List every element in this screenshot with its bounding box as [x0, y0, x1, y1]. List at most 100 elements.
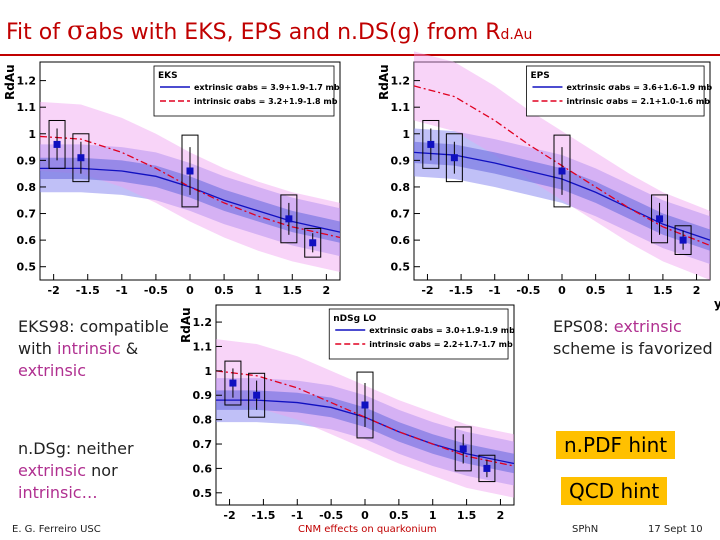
- title-rule: [0, 54, 720, 56]
- y-tick-label: 1.1: [391, 101, 411, 114]
- systematic-box: [48, 119, 66, 169]
- chart-panel-3: -2 -1.5 -1 -0.5 0 0.5 1 1.5 2 0.5 0.6 0.7 0.8 0.9 1 1.1…: [179, 304, 515, 522]
- legend-entry: intrinsic σabs = 3.2+1.9-1.8 mb: [194, 97, 338, 106]
- x-tick-label: 2: [323, 284, 331, 297]
- x-tick-label: 1.5: [283, 284, 303, 297]
- y-tick-label: 0.8: [17, 181, 37, 194]
- y-tick-label: 1: [28, 128, 36, 141]
- data-point: [450, 154, 458, 162]
- title-subscript: d.Au: [500, 27, 533, 43]
- systematic-box: [224, 360, 242, 406]
- y-tick-label: 1.1: [17, 101, 37, 114]
- y-tick-label: 0.6: [193, 462, 213, 475]
- legend-box: [153, 65, 335, 117]
- footer-date: 17 Sept 10: [648, 524, 703, 535]
- note-ndsg: n.DSg: neither extrinsic nor intrinsic…: [18, 438, 134, 504]
- x-tick-label: 1.5: [653, 284, 673, 297]
- systematic-box: [674, 225, 692, 255]
- data-point: [656, 215, 664, 223]
- note-eks98: EKS98: compatible with intrinsic & extri…: [18, 316, 169, 382]
- note-eks98-line2: with intrinsic &: [18, 338, 169, 360]
- x-tick-label: 1: [625, 284, 633, 297]
- y-axis-label: RdAu: [377, 64, 391, 100]
- x-tick-label: -0.5: [516, 284, 540, 297]
- y-tick-label: 0.7: [391, 208, 411, 221]
- x-tick-label: 0.5: [389, 509, 409, 522]
- title-rest: abs with EKS, EPS and n.DS(g) from R: [84, 20, 501, 45]
- legend-entry: extrinsic σabs = 3.0+1.9-1.9 mb: [369, 326, 515, 335]
- y-tick-label: 1.1: [193, 340, 213, 353]
- qcd-hint-badge: QCD hint: [561, 477, 668, 505]
- systematic-box: [478, 454, 496, 483]
- y-tick-label: 1: [204, 365, 212, 378]
- data-point: [229, 379, 237, 387]
- x-tick-label: 1: [429, 509, 437, 522]
- x-tick-label: -1: [291, 509, 303, 522]
- legend-entry: intrinsic σabs = 2.2+1.7-1.7 mb: [369, 340, 513, 349]
- y-tick-label: 0.5: [391, 261, 411, 274]
- note-eps08-line1: EPS08: extrinsic: [553, 316, 713, 338]
- systematic-box: [72, 133, 90, 183]
- systematic-box: [304, 227, 322, 258]
- y-tick-label: 0.5: [17, 261, 37, 274]
- x-tick-label: -0.5: [319, 509, 343, 522]
- data-point: [483, 464, 491, 472]
- legend-entry: extrinsic σabs = 3.6+1.6-1.9 mb: [566, 83, 712, 92]
- panel-label: nDSg LO: [333, 314, 376, 324]
- inner-band-extrinsic: [40, 157, 340, 243]
- x-tick-label: -1.5: [449, 284, 473, 297]
- x-tick-label: 0.5: [214, 284, 234, 297]
- note-eps08-line2: scheme is favorized: [553, 339, 713, 358]
- x-tick-label: 0.5: [586, 284, 606, 297]
- y-tick-label: 1.2: [17, 75, 37, 88]
- title-prefix: Fit of: [6, 20, 67, 45]
- data-point: [77, 154, 85, 162]
- x-tick-label: -1.5: [251, 509, 275, 522]
- systematic-box: [280, 194, 298, 244]
- systematic-box: [356, 371, 374, 439]
- y-tick-label: 0.8: [193, 414, 213, 427]
- y-axis-label: RdAu: [179, 307, 193, 343]
- panel-label: EKS: [158, 71, 178, 81]
- x-tick-label: 2: [497, 509, 505, 522]
- x-tick-label: 1: [254, 284, 262, 297]
- systematic-box: [248, 372, 266, 418]
- panel-label: EPS: [530, 71, 549, 81]
- note-ndsg-line2: extrinsic nor: [18, 460, 134, 482]
- data-point: [253, 391, 261, 399]
- data-point: [186, 167, 194, 175]
- y-tick-label: 0.6: [17, 234, 37, 247]
- note-ndsg-line1: n.DSg: neither: [18, 439, 134, 458]
- x-tick-label: -1: [116, 284, 128, 297]
- chart-panel-1: -2 -1.5 -1 -0.5 0 0.5 1 1.5 2 0.5 0.6 0.7 0.8 0.9 1 1.1…: [3, 61, 341, 297]
- footer-venue: SPhN: [572, 524, 599, 535]
- data-point: [309, 239, 317, 247]
- sigma-symbol: σ: [66, 16, 85, 46]
- note-ndsg-intrinsic: intrinsic…: [18, 483, 98, 502]
- y-tick-label: 0.5: [193, 487, 213, 500]
- data-point: [53, 140, 61, 148]
- y-tick-label: 1: [402, 128, 410, 141]
- x-tick-label: 0: [361, 509, 369, 522]
- data-point: [427, 140, 435, 148]
- data-point: [361, 401, 369, 409]
- x-tick-label: -2: [48, 284, 60, 297]
- y-tick-label: 0.7: [193, 438, 213, 451]
- y-tick-label: 0.9: [391, 154, 411, 167]
- x-tick-label: 2: [693, 284, 701, 297]
- note-eks98-line1: EKS98: compatible: [18, 317, 169, 336]
- note-eks98-amp: &: [120, 339, 139, 358]
- npdf-hint-badge: n.PDF hint: [556, 431, 676, 459]
- note-eks98-with: with: [18, 339, 58, 358]
- systematic-box: [181, 134, 199, 208]
- y-tick-label: 0.9: [17, 154, 37, 167]
- x-tick-label: -0.5: [144, 284, 168, 297]
- inner-band-extrinsic: [414, 141, 710, 251]
- footer-author: E. G. Ferreiro USC: [12, 524, 101, 535]
- systematic-box: [445, 133, 463, 183]
- legend-entry: extrinsic σabs = 3.9+1.9-1.7 mb: [194, 83, 340, 92]
- note-ndsg-nor: nor: [86, 461, 118, 480]
- data-point: [679, 236, 687, 244]
- x-axis-label: y: [714, 297, 720, 311]
